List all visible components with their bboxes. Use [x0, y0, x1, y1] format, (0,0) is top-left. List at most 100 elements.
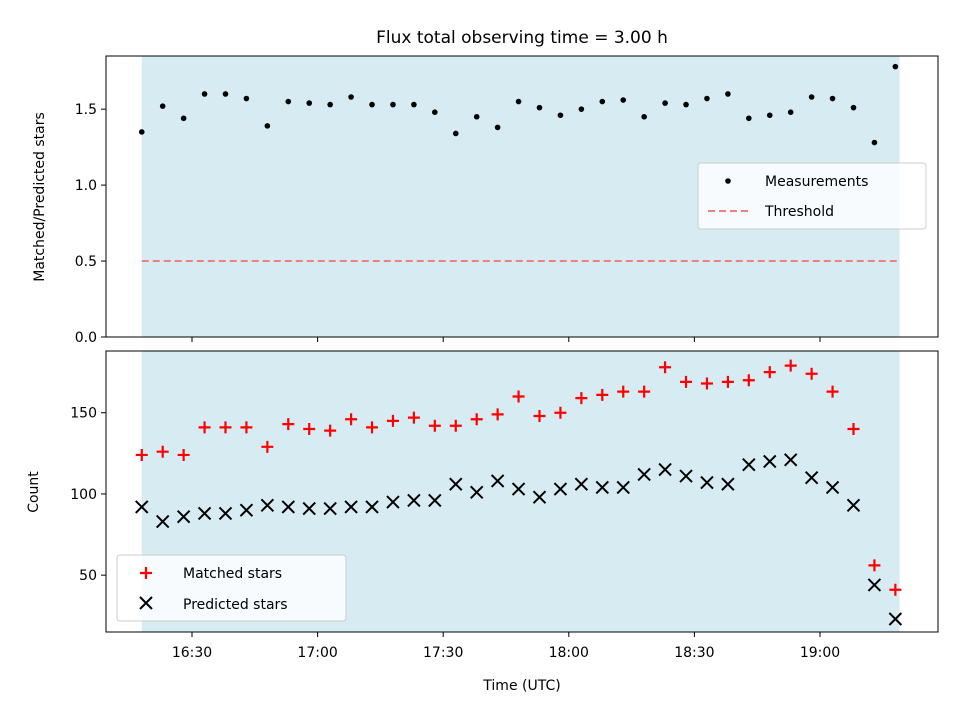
matched-star-point [575, 392, 588, 405]
predicted-star-point [428, 493, 442, 508]
bottom-legend: Matched stars Predicted stars [116, 554, 347, 622]
matched-star-point [428, 419, 441, 432]
matched-star-point [638, 385, 651, 398]
measurement-point [494, 124, 501, 131]
measurement-point [473, 113, 480, 120]
predicted-star-point [804, 470, 819, 485]
predicted-star-point [616, 480, 630, 495]
measurement-point [892, 63, 899, 70]
predicted-star-point [574, 477, 589, 491]
measurement-point [264, 123, 271, 129]
matched-star-point [617, 385, 630, 398]
bottom-xtick-label: 16:30 [172, 645, 212, 661]
measurement-point [662, 100, 668, 106]
predicted-star-point [700, 475, 714, 490]
matched-star-point [261, 440, 274, 453]
measurement-point [348, 94, 354, 100]
matched-star-point [135, 448, 148, 461]
predicted-star-point [155, 514, 170, 529]
measurement-point [850, 104, 857, 111]
measurement-point [515, 98, 522, 105]
measurement-point [222, 91, 229, 97]
predicted-star-point [721, 477, 735, 491]
measurement-point [138, 129, 145, 135]
predicted-star-point [344, 500, 358, 514]
matched-star-point [533, 409, 546, 422]
predicted-star-point [763, 454, 777, 469]
measurement-point [243, 95, 250, 102]
measurement-point [180, 115, 187, 122]
predicted-star-point [386, 495, 400, 509]
matched-star-point [240, 421, 253, 434]
measurement-point [829, 95, 836, 102]
measurement-point [641, 113, 647, 120]
legend-measurement-marker [725, 178, 731, 184]
matched-star-point [596, 388, 609, 401]
matched-star-point [805, 367, 818, 380]
matched-star-point [303, 422, 316, 435]
predicted-star-point [302, 501, 316, 516]
matched-star-point [889, 583, 902, 596]
legend-predicted-marker [139, 596, 153, 610]
predicted-star-point [888, 612, 903, 626]
top-ytick-label: 1.0 [75, 178, 97, 194]
predicted-star-point [469, 485, 484, 500]
matched-star-point [366, 421, 379, 434]
matched-star-point [470, 413, 483, 426]
bottom-xtick-label: 18:00 [549, 645, 589, 661]
measurement-point [787, 109, 794, 115]
top-axes-frame [105, 55, 939, 338]
matched-star-point [721, 375, 734, 388]
bottom-ytick-label: 100 [70, 487, 97, 503]
matched-star-point [282, 418, 295, 431]
legend-measurements-label: Measurements [765, 174, 868, 190]
predicted-star-point [595, 480, 610, 495]
measurement-point [327, 101, 333, 108]
matched-star-point [826, 385, 839, 398]
top-legend-box [697, 162, 927, 230]
measurement-point [536, 104, 543, 111]
measurement-point [599, 98, 606, 105]
predicted-star-point [553, 482, 568, 496]
bottom-xtick-label: 17:00 [297, 645, 337, 661]
bottom-ytick-label: 50 [79, 568, 97, 584]
predicted-star-point [449, 477, 463, 491]
predicted-star-point [783, 453, 798, 467]
predicted-star-point [742, 457, 756, 472]
predicted-star-point [490, 474, 505, 488]
matched-star-point [491, 408, 504, 421]
matched-star-point [763, 366, 776, 379]
bottom-xtick-label: 19:00 [800, 645, 840, 661]
top-ytick-label: 0.5 [75, 254, 97, 270]
predicted-star-point [218, 506, 233, 521]
predicted-star-point [637, 467, 651, 482]
measurement-point [411, 101, 417, 108]
measurement-point [704, 95, 710, 102]
legend-threshold-label: Threshold [764, 204, 834, 220]
measurement-point [808, 94, 815, 100]
legend-predicted-label: Predicted stars [183, 597, 288, 613]
measurement-point [557, 112, 564, 119]
predicted-star-point [197, 506, 212, 521]
predicted-star-point [658, 462, 672, 477]
measurement-point [871, 139, 878, 146]
measurement-point [578, 106, 585, 112]
matched-star-point [198, 421, 211, 434]
measurement-point [369, 101, 375, 108]
matched-star-point [554, 406, 567, 419]
matched-star-point [659, 361, 672, 374]
predicted-star-point [867, 578, 882, 592]
measurement-point [432, 109, 438, 115]
predicted-star-point [176, 509, 191, 524]
matched-star-point [512, 390, 525, 403]
measurement-point [159, 103, 166, 109]
predicted-star-point [135, 500, 149, 514]
measurement-point [620, 97, 627, 103]
top-ylabel: Matched/Predicted stars [32, 112, 48, 282]
top-ytick-label: 0.0 [75, 330, 97, 346]
predicted-star-point [323, 501, 337, 516]
predicted-star-point [825, 480, 840, 495]
measurement-point [766, 112, 773, 119]
